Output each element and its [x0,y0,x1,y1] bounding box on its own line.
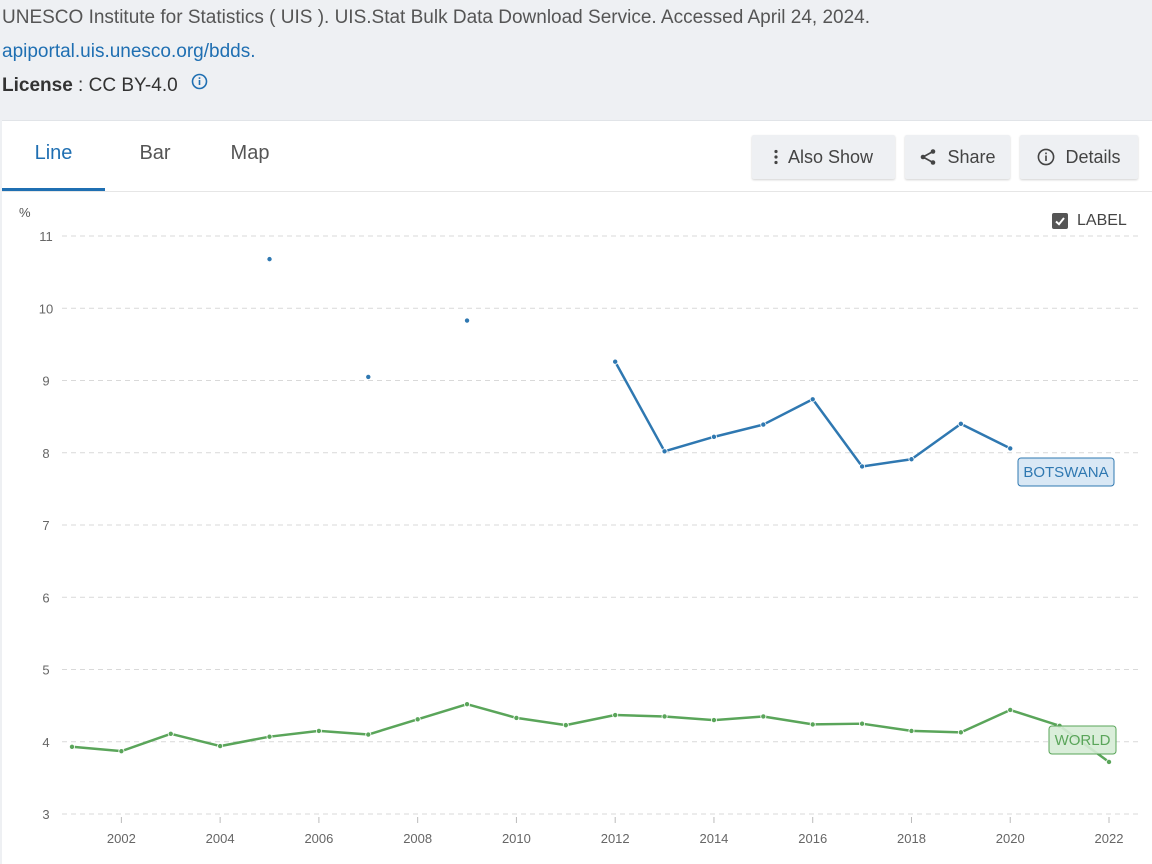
y-tick-label: 8 [42,446,49,461]
data-point-botswana [266,256,273,263]
label-toggle-text: LABEL [1077,212,1127,229]
more-vertical-icon [774,149,778,165]
series-label-botswana: BOTSWANA [1023,464,1108,481]
data-point-world [661,713,668,720]
also-show-button[interactable]: Also Show [752,135,895,179]
source-citation: UNESCO Institute for Statistics ( UIS ).… [2,7,871,28]
chart-tabs: Line Bar Map Also Show Share Details [2,121,1152,192]
tab-map[interactable]: Map [230,142,270,164]
share-icon [921,149,936,165]
tab-line[interactable]: Line [2,121,105,191]
label-toggle[interactable]: LABEL [1052,212,1127,230]
x-tick-label: 2002 [107,831,136,846]
data-point-world [414,716,421,723]
share-label: Share [947,146,996,167]
y-tick-label: 3 [42,807,49,822]
x-tick-label: 2016 [798,831,827,846]
data-point-world [1007,706,1014,713]
data-point-world [365,731,372,738]
data-point-world [217,743,224,750]
data-point-botswana [957,420,964,427]
data-point-botswana [760,421,767,428]
data-point-world [809,721,816,728]
series-line-world [71,702,1110,763]
y-tick-label: 9 [42,374,49,389]
line-chart: % 3 4 5 6 7 8 9 10 11 2002 2004 2006 2008 2010 2012 2014… [19,205,1138,846]
data-point-world [760,713,767,720]
data-point-world [859,720,866,727]
data-point-world [315,727,322,734]
y-tick-label: 4 [42,735,49,750]
details-label: Details [1065,146,1121,167]
series-label-box [1017,457,1115,487]
source-link-line: apiportal.uis.unesco.org/bdds. [2,41,256,63]
x-tick-label: 2018 [897,831,926,846]
tab-bar[interactable]: Bar [139,142,171,164]
x-tick-label: 2014 [699,831,728,846]
also-show-label: Also Show [787,146,874,167]
data-point-botswana [661,448,668,455]
data-point-botswana [908,456,915,463]
x-tick-label: 2008 [403,831,432,846]
x-tick-label: 2004 [206,831,235,846]
license-value: CC BY-4.0 [88,75,178,96]
x-tick-label: 2010 [502,831,531,846]
series-label-box [1048,725,1117,755]
data-point-world [513,714,520,721]
y-tick-label: 7 [42,518,49,533]
data-point-botswana [365,373,372,380]
data-point-world [562,722,569,729]
source-link[interactable]: apiportal.uis.unesco.org/bdds [2,41,251,62]
info-icon[interactable] [191,73,208,96]
y-tick-label: 6 [42,590,49,605]
data-point-world [69,743,76,750]
x-tick-label: 2020 [996,831,1025,846]
data-point-botswana [710,433,717,440]
data-point-world [957,729,964,736]
x-tick-label: 2006 [304,831,333,846]
data-point-world [908,727,915,734]
y-tick-label: 5 [42,663,49,678]
share-button[interactable]: Share [905,135,1010,179]
details-button[interactable]: Details [1020,135,1138,179]
x-tick-label: 2012 [601,831,630,846]
data-point-botswana [859,463,866,470]
series-label-world: WORLD [1055,732,1111,749]
x-tick-label: 2022 [1095,831,1124,846]
y-axis-unit-label: % [19,205,31,220]
y-tick-label: 10 [39,301,53,316]
data-point-botswana [464,317,471,324]
data-point-world [464,701,471,708]
data-point-world [612,712,619,719]
license-separator: : [72,75,89,96]
license-line: License : CC BY-4.0 [2,73,208,97]
data-point-botswana [1007,445,1014,452]
source-link-suffix: . [250,41,256,62]
data-point-world [118,748,125,755]
data-point-world [167,730,174,737]
info-circle-icon [1038,148,1055,166]
data-point-world [710,717,717,724]
checkbox-checked-icon[interactable] [1052,213,1068,229]
data-point-botswana [612,358,619,365]
license-label: License [2,75,73,96]
data-point-world [266,733,273,740]
series-line-botswana [614,361,1011,468]
data-point-world [1106,758,1113,765]
y-tick-label: 11 [39,229,53,244]
data-point-botswana [809,396,816,403]
